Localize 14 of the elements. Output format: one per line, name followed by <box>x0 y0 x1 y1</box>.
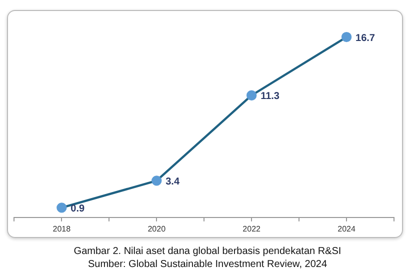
point <box>152 176 162 186</box>
x-tick-label: 2022 <box>242 224 262 234</box>
data-label: 0.9 <box>70 203 86 214</box>
x-tick-label: 2024 <box>338 224 356 234</box>
data-label: 16.7 <box>356 32 376 44</box>
text: Sumber: Global Sustainable Investment Review, 2024 <box>86 258 328 271</box>
data-label: 11.3 <box>260 91 280 102</box>
data-label: 3.4 <box>166 176 180 188</box>
x-tick-label: 2018 <box>52 224 72 234</box>
text: Gambar 2. Nilai aset dana global berbasis pendekatan R&SI <box>72 245 342 258</box>
x-tick-label: 2020 <box>148 224 166 234</box>
point <box>246 90 257 100</box>
point <box>56 202 67 213</box>
point <box>341 32 352 42</box>
